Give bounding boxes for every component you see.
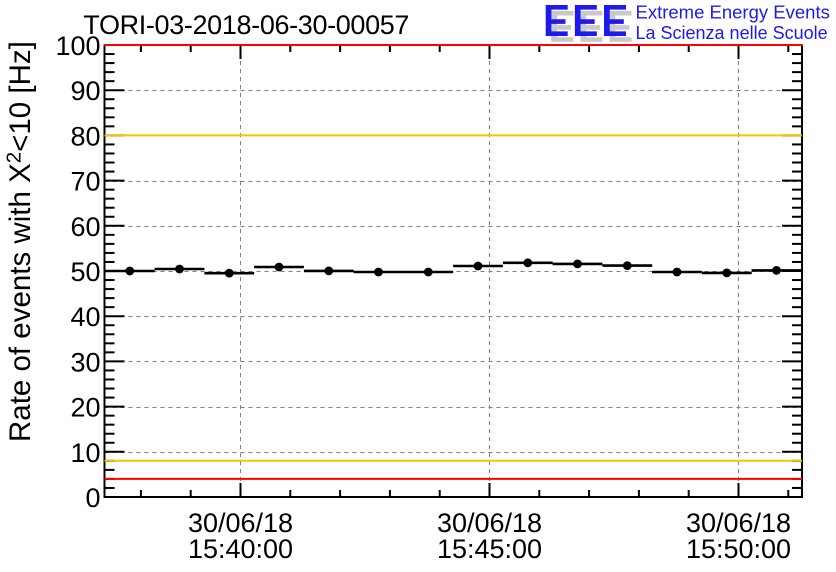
svg-text:80: 80 — [70, 121, 100, 151]
svg-text:30/06/18: 30/06/18 — [437, 508, 542, 538]
svg-text:60: 60 — [70, 212, 100, 242]
svg-text:La Scienza nelle Scuole: La Scienza nelle Scuole — [636, 23, 828, 43]
svg-text:15:50:00: 15:50:00 — [686, 534, 791, 564]
svg-text:100: 100 — [55, 31, 100, 61]
svg-text:30/06/18: 30/06/18 — [188, 508, 293, 538]
svg-text:15:40:00: 15:40:00 — [188, 534, 293, 564]
svg-text:Extreme Energy Events: Extreme Energy Events — [636, 2, 830, 23]
svg-text:50: 50 — [70, 257, 100, 287]
svg-text:TORI-03-2018-06-30-00057: TORI-03-2018-06-30-00057 — [83, 10, 409, 40]
svg-text:40: 40 — [70, 302, 100, 332]
svg-text:90: 90 — [70, 76, 100, 106]
svg-text:30: 30 — [70, 347, 100, 377]
svg-text:70: 70 — [70, 167, 100, 197]
svg-text:20: 20 — [70, 393, 100, 423]
svg-text:10: 10 — [70, 438, 100, 468]
svg-text:30/06/18: 30/06/18 — [686, 508, 791, 538]
svg-text:15:45:00: 15:45:00 — [437, 534, 542, 564]
svg-text:Rate of events with X2<10 [Hz]: Rate of events with X2<10 [Hz] — [2, 41, 36, 442]
svg-text:0: 0 — [85, 483, 100, 513]
